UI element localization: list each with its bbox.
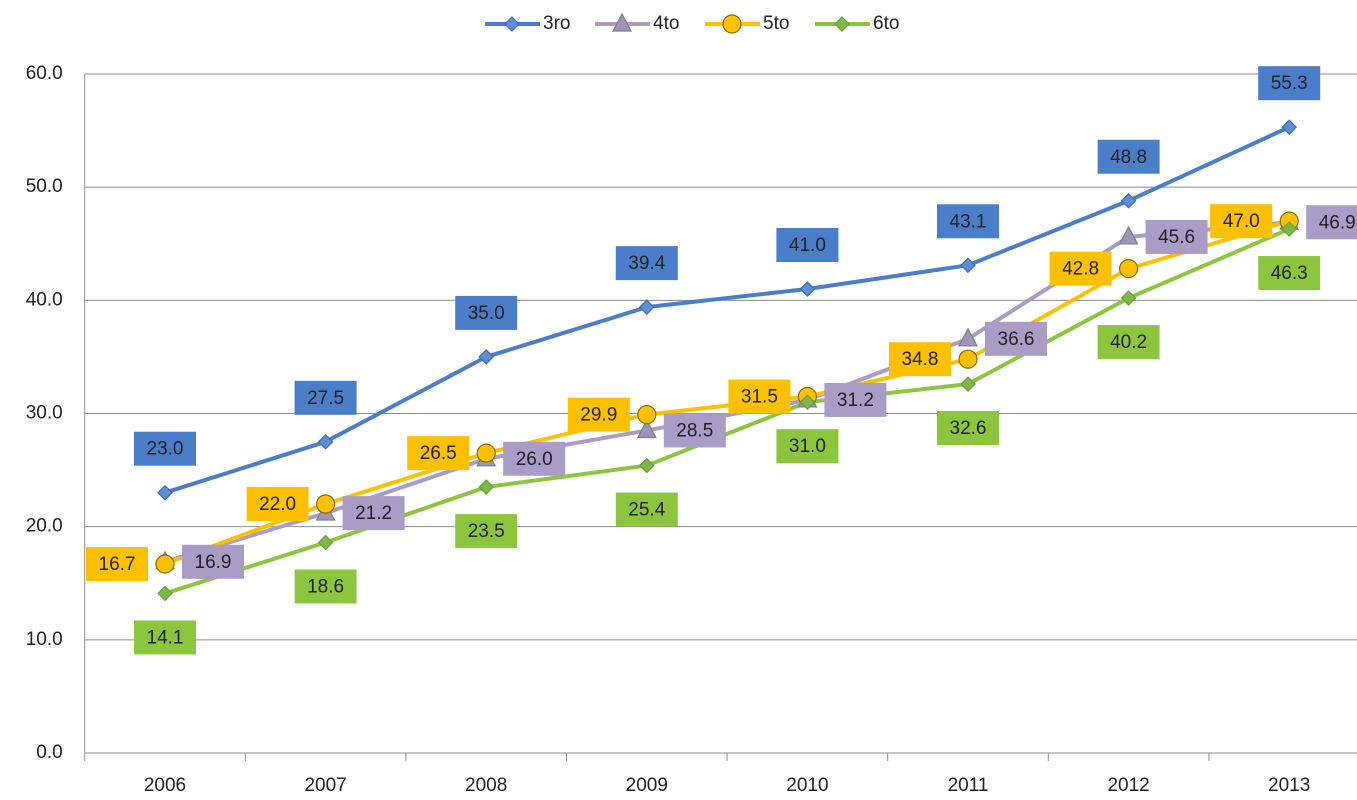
y-tick-label: 60.0 [26,63,63,84]
x-tick-label: 2010 [786,775,828,796]
legend-label: 6to [873,13,899,34]
x-tick-label: 2013 [1268,775,1310,796]
data-label: 48.8 [1110,147,1147,168]
y-tick-label: 20.0 [26,516,63,537]
marker [479,350,493,364]
data-label: 22.0 [259,494,296,515]
marker [317,495,335,513]
x-tick-label: 2008 [465,775,507,796]
data-label: 46.3 [1271,263,1308,284]
marker [723,15,741,33]
page: 0.0 10.0 20.0 30.0 40.0 50.0 60.0 2006 2007 2008 2… [0,0,1357,800]
data-label: 28.5 [676,420,713,441]
marker [477,444,495,462]
x-tick-label: 2007 [304,775,346,796]
marker [1122,194,1136,208]
marker [479,480,493,494]
series-line [165,127,1289,493]
marker [959,329,977,346]
data-label: 41.0 [789,235,826,256]
y-tick-label: 40.0 [26,289,63,310]
x-tick-label: 2012 [1107,775,1149,796]
marker [505,17,519,31]
data-label: 32.6 [950,418,987,439]
y-tick-label: 0.0 [36,742,62,763]
data-label: 31.2 [837,390,874,411]
data-label: 34.8 [902,349,939,370]
marker [158,486,172,500]
data-label: 23.5 [468,521,505,542]
marker [961,377,975,391]
marker [319,536,333,550]
data-label: 16.7 [99,554,136,575]
data-label: 23.0 [147,439,184,460]
data-label: 40.2 [1110,332,1147,353]
data-label: 25.4 [628,500,665,521]
y-tick-label: 30.0 [26,403,63,424]
y-tick-label: 50.0 [26,176,63,197]
data-label: 18.6 [307,577,344,598]
legend: 3ro 4to 5to 6to [485,13,899,34]
data-label: 46.9 [1319,212,1356,233]
x-tick-label: 2009 [626,775,668,796]
data-label: 36.6 [998,329,1035,350]
data-label: 31.0 [789,436,826,457]
marker [640,300,654,314]
marker [1282,120,1296,134]
data-label: 29.9 [580,405,617,426]
data-label: 27.5 [307,388,344,409]
data-label: 26.0 [516,449,553,470]
data-label: 35.0 [468,303,505,324]
data-label: 45.6 [1158,227,1195,248]
marker [319,435,333,449]
marker [800,282,814,296]
data-label: 14.1 [147,627,184,648]
data-label: 31.5 [741,387,778,408]
data-label: 16.9 [195,552,232,573]
x-tick-label: 2011 [948,775,989,796]
legend-label: 4to [653,13,679,34]
marker [1120,260,1138,278]
x-tick-label: 2006 [144,775,186,796]
marker [158,586,172,600]
data-label: 43.1 [950,211,987,232]
data-label: 26.5 [420,443,457,464]
marker [640,459,654,473]
y-tick-label: 10.0 [26,629,63,650]
data-label: 42.8 [1062,259,1099,280]
chart: 0.0 10.0 20.0 30.0 40.0 50.0 60.0 2006 2007 2008 2… [0,0,1357,800]
data-label: 47.0 [1223,211,1260,232]
marker [1122,291,1136,305]
marker [156,555,174,573]
marker [959,350,977,368]
marker [638,406,656,424]
data-label: 55.3 [1271,73,1308,94]
legend-label: 3ro [543,13,570,34]
marker [961,258,975,272]
data-label: 39.4 [628,253,665,274]
data-label: 21.2 [355,503,392,524]
marker [835,17,849,31]
legend-label: 5to [763,13,789,34]
